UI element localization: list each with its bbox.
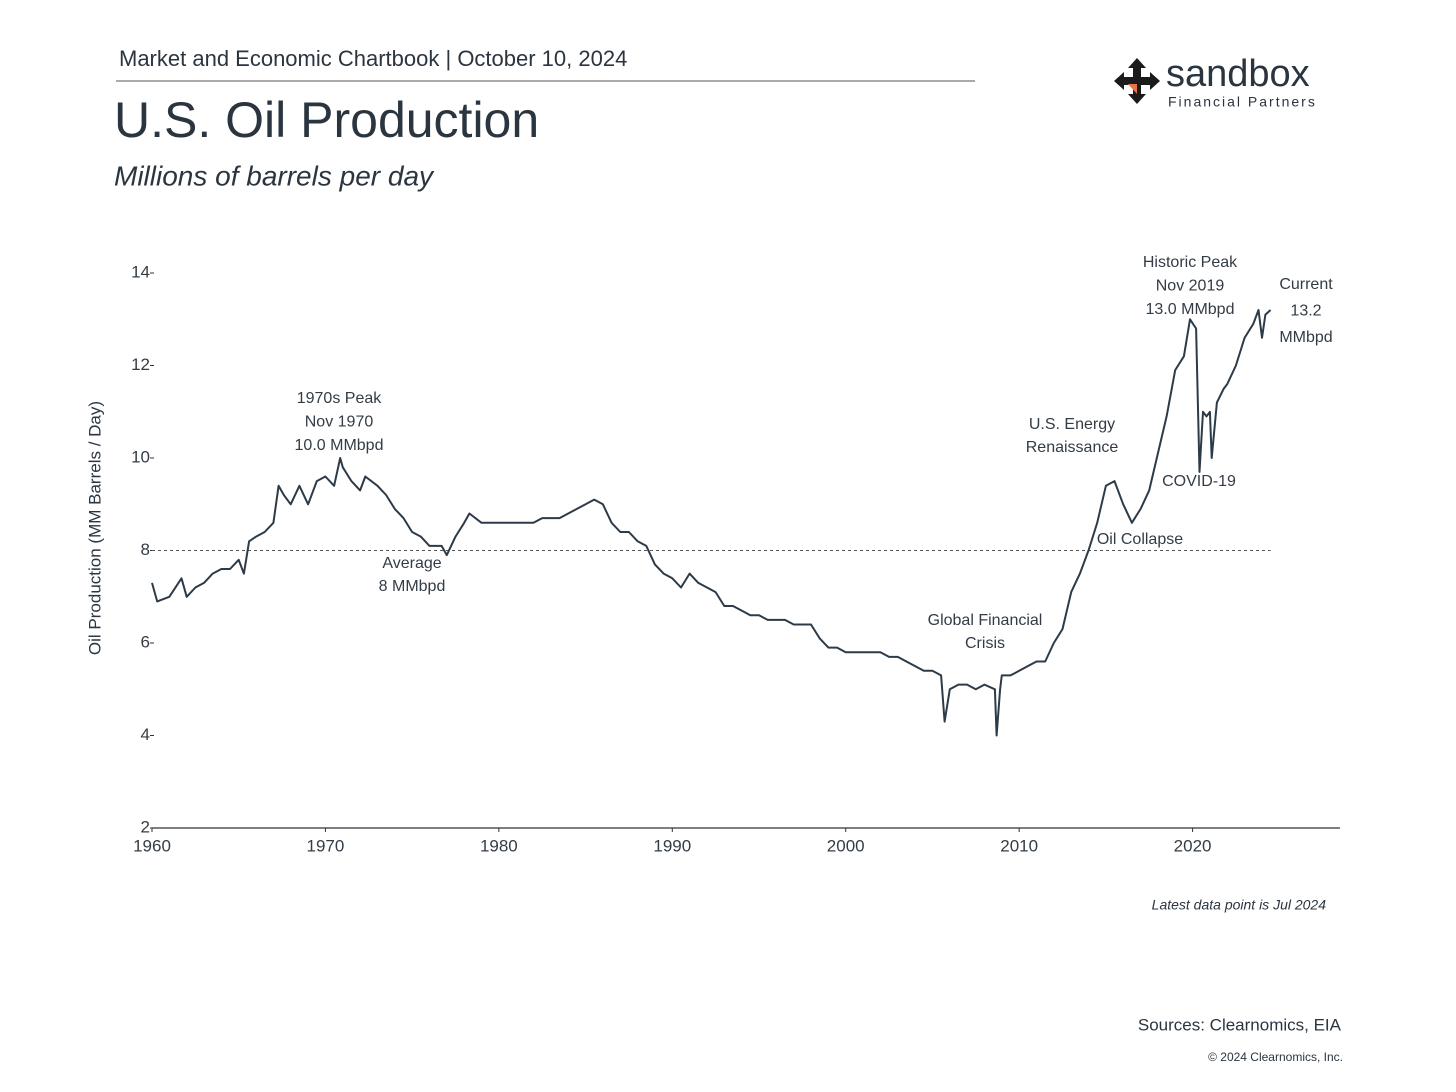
annotation: Current (1279, 276, 1333, 293)
y-tick-label: 2 (141, 817, 150, 836)
annotation: Historic Peak (1143, 254, 1238, 271)
chart-subtitle: Millions of barrels per day (114, 160, 435, 191)
annotation: Nov 1970 (305, 414, 374, 431)
annotation: Oil Collapse (1097, 531, 1183, 548)
annotation: COVID-19 (1162, 473, 1236, 490)
header: Market and Economic Chartbook | October … (119, 46, 627, 71)
copyright: © 2024 Clearnomics, Inc. (1208, 1050, 1343, 1064)
annotation: MMbpd (1279, 329, 1332, 346)
logo-name: sandbox (1166, 53, 1310, 95)
x-tick-label: 1960 (133, 836, 171, 855)
annotation: 13.2 (1290, 303, 1321, 320)
annotation: 13.0 MMbpd (1146, 301, 1235, 318)
x-tick-label: 2000 (827, 836, 865, 855)
annotation: U.S. Energy (1029, 416, 1115, 433)
x-tick-label: 1980 (480, 836, 518, 855)
y-tick-label: 8 (141, 540, 150, 559)
y-tick-label: 14 (131, 262, 150, 281)
x-tick-label: 2020 (1174, 836, 1212, 855)
annotation: 8 MMbpd (379, 578, 446, 595)
annotation: Global Financial (928, 612, 1043, 629)
x-tick-label: 2010 (1000, 836, 1038, 855)
annotation: Renaissance (1026, 439, 1119, 456)
y-tick-label: 6 (141, 632, 150, 651)
x-tick-label: 1990 (653, 836, 691, 855)
note: Latest data point is Jul 2024 (1152, 897, 1327, 913)
logo: sandbox Financial Partners (1114, 53, 1317, 110)
annotation: Nov 2019 (1156, 278, 1225, 295)
y-tick-label: 10 (131, 447, 150, 466)
x-tick-label: 1970 (307, 836, 345, 855)
data-line (151, 309, 1272, 737)
y-axis-label: Oil Production (MM Barrels / Day) (85, 401, 104, 655)
y-tick-label: 12 (131, 355, 150, 374)
logo-icon (1114, 58, 1160, 104)
annotation: 1970s Peak (297, 390, 383, 407)
logo-tagline: Financial Partners (1168, 94, 1317, 110)
logo-accent (1128, 84, 1137, 94)
annotation: Average (382, 555, 441, 572)
y-tick-label: 4 (141, 725, 150, 744)
sources: Sources: Clearnomics, EIA (1138, 1015, 1342, 1034)
annotation: Crisis (965, 635, 1005, 652)
annotation: 10.0 MMbpd (295, 437, 384, 454)
chart-title: U.S. Oil Production (114, 92, 539, 148)
